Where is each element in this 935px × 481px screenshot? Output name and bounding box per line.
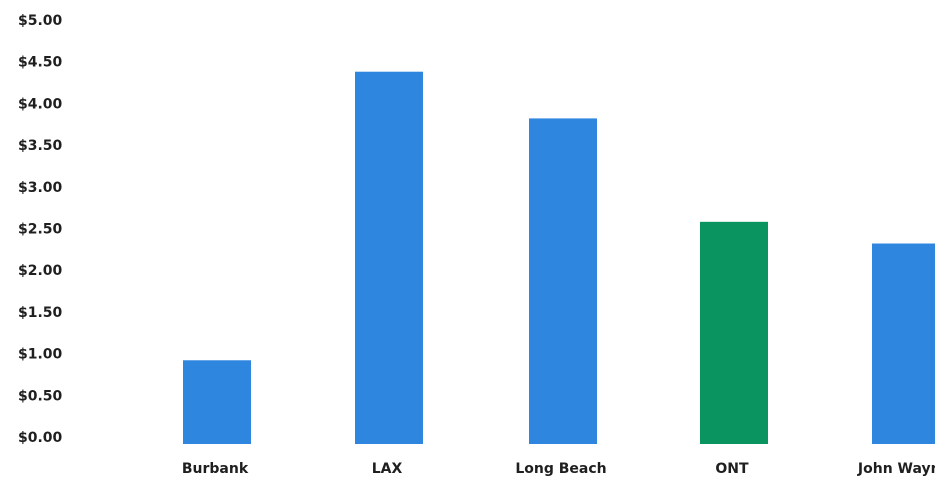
y-tick-label: $2.00 — [18, 263, 63, 279]
y-tick-label: $1.50 — [18, 305, 63, 321]
y-tick-label: $3.00 — [18, 180, 63, 196]
x-category-label: Burbank — [182, 461, 249, 477]
y-tick-label: $0.00 — [18, 430, 63, 446]
bar-john-wayne — [872, 243, 935, 444]
y-tick-label: $3.50 — [18, 138, 63, 154]
y-tick-label: $4.00 — [18, 96, 63, 112]
x-axis: Burbank LAX Long Beach ONT John Wayne — [182, 461, 935, 477]
bar-long-beach — [529, 118, 597, 445]
x-category-label: Long Beach — [515, 461, 606, 477]
bar-ont — [700, 221, 768, 444]
y-tick-label: $1.00 — [18, 347, 63, 363]
y-tick-label: $2.50 — [18, 222, 63, 238]
x-category-label: John Wayne — [857, 461, 935, 477]
y-tick-label: $0.50 — [18, 388, 63, 404]
y-axis: $5.00 $4.50 $4.00 $3.50 $3.00 $2.50 $2.00 $1.50… — [18, 13, 63, 446]
bars — [183, 71, 935, 445]
bar-burbank — [183, 360, 251, 444]
bar-lax — [355, 71, 423, 444]
y-tick-label: $5.00 — [18, 13, 63, 29]
x-category-label: ONT — [715, 461, 749, 477]
x-category-label: LAX — [372, 461, 403, 477]
y-tick-label: $4.50 — [18, 55, 63, 71]
